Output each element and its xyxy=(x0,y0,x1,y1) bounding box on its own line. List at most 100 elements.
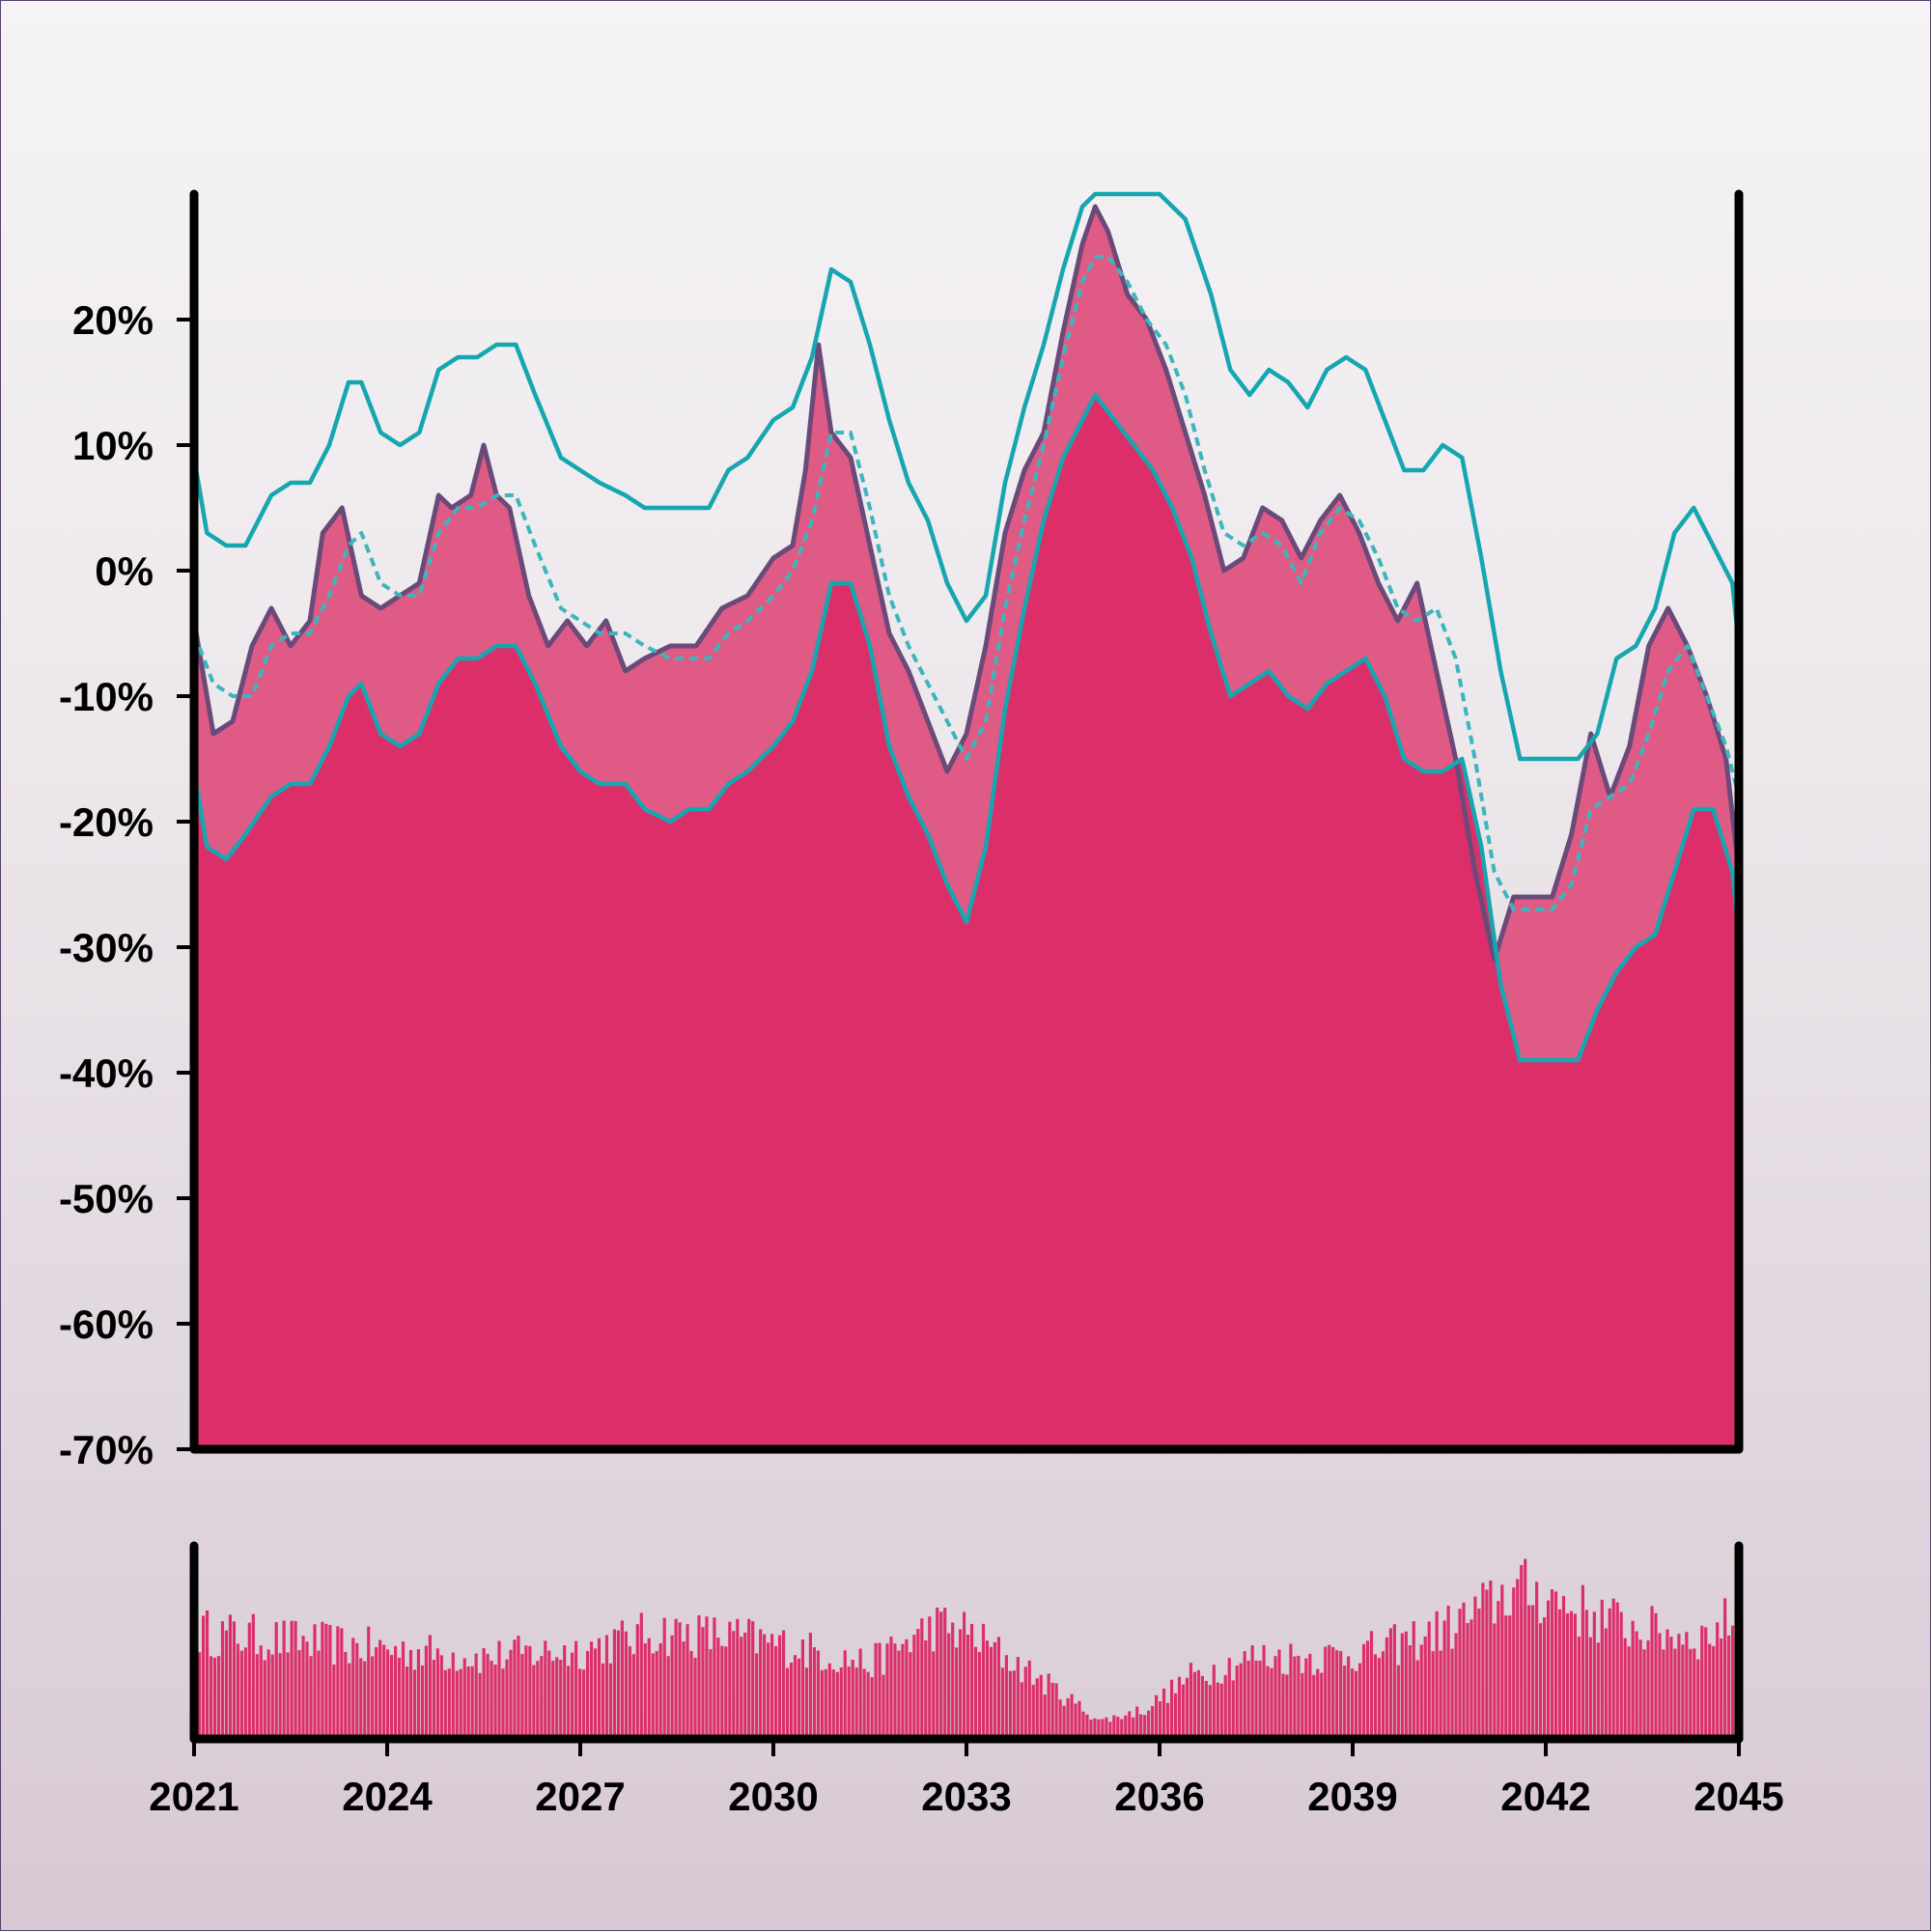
volume-bar xyxy=(274,1622,278,1739)
volume-bar xyxy=(1408,1645,1412,1739)
volume-bar xyxy=(547,1650,551,1739)
volume-bar xyxy=(247,1622,251,1739)
volume-bar xyxy=(1469,1619,1473,1739)
volume-bar xyxy=(1108,1722,1112,1739)
volume-bar xyxy=(1504,1615,1508,1739)
volume-bar xyxy=(1135,1706,1139,1739)
volume-bar xyxy=(893,1643,897,1739)
volume-bar xyxy=(359,1658,363,1739)
volume-bar xyxy=(224,1630,229,1739)
y-tick-label: -70% xyxy=(59,1427,154,1472)
volume-bar xyxy=(1139,1714,1143,1739)
volume-bar xyxy=(1473,1596,1477,1739)
volume-bar xyxy=(1638,1639,1642,1739)
volume-bar xyxy=(724,1646,728,1739)
volume-bar xyxy=(493,1665,497,1739)
volume-bar xyxy=(597,1638,602,1739)
volume-bar xyxy=(1673,1648,1677,1739)
volume-bar xyxy=(1008,1670,1012,1739)
volume-bar xyxy=(812,1647,816,1739)
volume-bar xyxy=(1550,1589,1554,1739)
y-tick-label: -20% xyxy=(59,799,154,845)
volume-bar xyxy=(386,1649,390,1739)
volume-bar xyxy=(781,1630,786,1739)
volume-bar xyxy=(1169,1679,1174,1739)
volume-bar xyxy=(1101,1719,1105,1739)
volume-bar xyxy=(1023,1666,1027,1739)
volume-bar xyxy=(1650,1606,1654,1739)
volume-bar xyxy=(297,1650,301,1739)
volume-bar xyxy=(540,1656,544,1739)
volume-bar xyxy=(889,1637,893,1739)
volume-bar xyxy=(1619,1611,1623,1739)
volume-bar xyxy=(1431,1651,1435,1739)
volume-bar xyxy=(305,1641,309,1739)
volume-bar xyxy=(1396,1665,1400,1739)
volume-bar xyxy=(862,1668,866,1739)
volume-bar xyxy=(939,1611,943,1739)
volume-bar xyxy=(1497,1601,1500,1739)
volume-bar xyxy=(1669,1637,1673,1739)
volume-bar xyxy=(416,1649,421,1739)
volume-bar xyxy=(759,1629,763,1739)
volume-bar xyxy=(1654,1612,1658,1739)
volume-bar xyxy=(1297,1655,1301,1739)
volume-bar xyxy=(936,1608,939,1739)
volume-bar xyxy=(1677,1634,1681,1739)
volume-bar xyxy=(528,1645,532,1739)
y-axis-ticks: 20% 10% 0% -10% -20% -30% -40% -50% -60% -70% xyxy=(59,297,194,1472)
volume-bar xyxy=(951,1622,955,1739)
x-tick-label: 2045 xyxy=(1693,1774,1783,1819)
volume-bar xyxy=(1642,1649,1646,1739)
volume-bar xyxy=(1696,1659,1700,1739)
x-axis-ticks: 2021 2024 2027 2030 2033 2036 2039 2042 2045 xyxy=(149,1739,1784,1819)
volume-bar xyxy=(1685,1632,1689,1739)
volume-bar xyxy=(1557,1609,1562,1739)
volume-bar xyxy=(405,1666,409,1739)
volume-bar xyxy=(985,1640,990,1739)
volume-bar xyxy=(401,1641,406,1739)
volume-bar xyxy=(1124,1715,1128,1739)
volume-bar xyxy=(1347,1656,1351,1739)
volume-bar xyxy=(1553,1591,1558,1739)
volume-bar xyxy=(647,1638,651,1739)
volume-bar xyxy=(1442,1620,1446,1739)
volume-bar xyxy=(878,1642,882,1739)
volume-bar xyxy=(1093,1718,1097,1739)
volume-bar xyxy=(435,1648,439,1739)
volume-bar xyxy=(451,1652,455,1739)
x-tick-label: 2024 xyxy=(342,1774,433,1819)
volume-bar xyxy=(209,1656,213,1739)
y-tick-label: 10% xyxy=(72,423,154,468)
volume-bar xyxy=(574,1640,578,1739)
volume-bar xyxy=(797,1658,801,1739)
volume-bar xyxy=(393,1645,398,1739)
volume-bar xyxy=(1031,1684,1035,1739)
volume-bar xyxy=(1343,1666,1347,1739)
volume-bar xyxy=(1266,1666,1270,1739)
volume-bar xyxy=(1584,1610,1588,1739)
volume-bar xyxy=(1489,1581,1493,1739)
volume-bar xyxy=(1231,1680,1235,1739)
volume-bar xyxy=(870,1677,874,1739)
volume-bar xyxy=(1173,1693,1178,1739)
volume-bar xyxy=(424,1645,428,1739)
volume-bar xyxy=(1623,1638,1627,1739)
volume-bar xyxy=(720,1645,724,1739)
volume-bar xyxy=(1223,1674,1227,1739)
volume-bar xyxy=(1646,1640,1650,1739)
volume-bar xyxy=(397,1657,402,1739)
volume-bar xyxy=(420,1666,425,1739)
volume-bar xyxy=(1392,1624,1396,1739)
volume-bar xyxy=(324,1623,328,1739)
volume-bar xyxy=(585,1650,590,1739)
volume-bar xyxy=(916,1629,920,1739)
volume-bar xyxy=(1293,1656,1297,1739)
volume-bar xyxy=(1565,1613,1570,1739)
volume-bar xyxy=(363,1661,367,1739)
volume-bar xyxy=(824,1668,827,1739)
volume-bar xyxy=(1354,1670,1358,1739)
volume-bar xyxy=(713,1617,716,1739)
